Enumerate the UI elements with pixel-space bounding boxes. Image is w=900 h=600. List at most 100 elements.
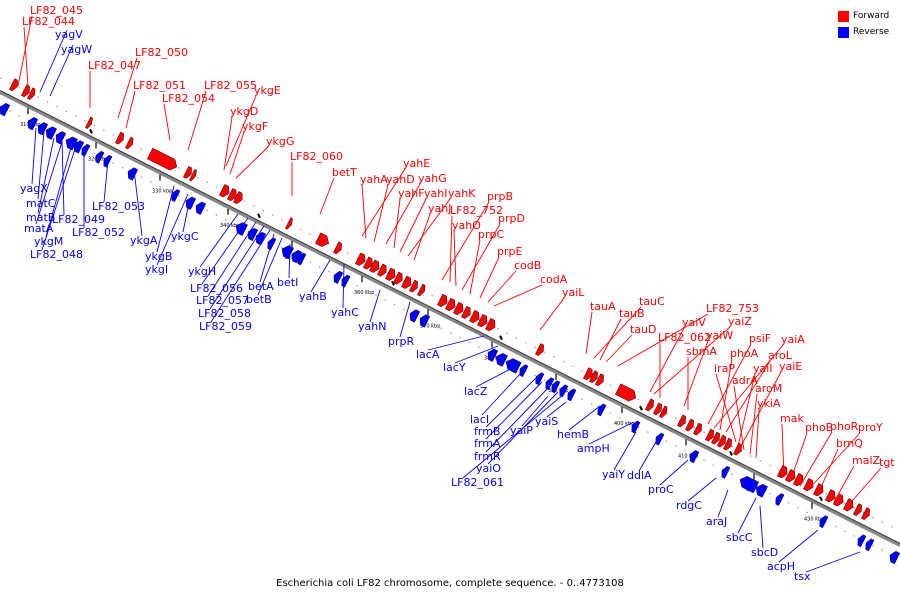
reverse-gene-label[interactable]: hemB xyxy=(557,428,589,441)
reverse-gene-label[interactable]: ampH xyxy=(577,442,610,455)
reverse-gene-label[interactable]: yaiY xyxy=(602,468,625,481)
reverse-gene-label[interactable]: LF82_056 xyxy=(190,282,243,295)
forward-gene-label[interactable]: phoR xyxy=(830,420,859,433)
reverse-gene-label[interactable]: lacZ xyxy=(464,385,488,398)
reverse-gene-label[interactable]: LF82_052 xyxy=(72,226,125,239)
forward-gene-label[interactable]: tauA xyxy=(590,300,616,313)
forward-gene-label[interactable]: LF82_050 xyxy=(135,46,188,59)
reverse-gene-label[interactable]: araJ xyxy=(706,515,727,528)
forward-gene-label[interactable]: tauB xyxy=(619,307,645,320)
forward-gene-arrow[interactable] xyxy=(21,84,32,98)
reverse-gene-arrow[interactable] xyxy=(543,376,555,391)
reverse-gene-arrow[interactable] xyxy=(629,420,641,434)
forward-gene-arrow[interactable] xyxy=(401,275,414,290)
forward-gene-label[interactable]: yahK xyxy=(448,187,476,200)
forward-gene-label[interactable]: prpB xyxy=(487,190,513,203)
reverse-gene-arrow[interactable] xyxy=(855,534,867,548)
forward-gene-label[interactable]: codB xyxy=(514,259,541,272)
forward-gene-arrow[interactable] xyxy=(793,473,806,487)
forward-gene-arrow[interactable] xyxy=(589,370,600,384)
reverse-gene-arrow[interactable] xyxy=(193,200,207,215)
forward-gene-label[interactable]: yaiI xyxy=(753,362,773,375)
forward-gene-label[interactable]: yahE xyxy=(403,157,430,170)
reverse-gene-label[interactable]: LF82_059 xyxy=(199,320,252,333)
reverse-gene-label[interactable]: matB xyxy=(26,211,55,224)
forward-gene-arrow[interactable] xyxy=(9,78,20,92)
forward-gene-label[interactable]: iraP xyxy=(714,362,735,375)
forward-gene-arrow[interactable] xyxy=(377,263,389,278)
forward-gene-arrow[interactable] xyxy=(535,343,546,356)
reverse-gene-arrow[interactable] xyxy=(687,449,700,464)
forward-gene-label[interactable]: LF82_752 xyxy=(450,204,503,217)
forward-gene-arrow[interactable] xyxy=(27,87,37,101)
reverse-gene-arrow[interactable] xyxy=(295,252,307,266)
forward-gene-label[interactable]: psiF xyxy=(749,332,771,345)
reverse-gene-label[interactable]: LF82_048 xyxy=(30,248,83,261)
forward-gene-label[interactable]: LF82_062 xyxy=(658,331,711,344)
reverse-gene-label[interactable]: ykgM xyxy=(34,235,63,248)
forward-gene-arrow[interactable] xyxy=(861,507,872,521)
forward-gene-arrow[interactable] xyxy=(615,383,638,404)
reverse-gene-arrow[interactable] xyxy=(549,379,561,394)
forward-gene-label[interactable]: yahJ xyxy=(428,202,451,215)
reverse-gene-label[interactable]: matC xyxy=(26,197,56,210)
forward-gene-label[interactable]: adrA xyxy=(732,374,758,387)
forward-gene-label[interactable]: LF82_044 xyxy=(22,15,75,28)
forward-gene-label[interactable]: phoB xyxy=(805,421,833,434)
reverse-gene-label[interactable]: ykgA xyxy=(130,234,158,247)
reverse-gene-label[interactable]: ddlA xyxy=(627,469,652,482)
reverse-gene-arrow[interactable] xyxy=(863,538,875,552)
forward-gene-label[interactable]: LF82_060 xyxy=(290,150,343,163)
reverse-gene-arrow[interactable] xyxy=(407,308,421,323)
forward-gene-label[interactable]: yahA xyxy=(360,173,388,186)
forward-gene-arrow[interactable] xyxy=(853,503,864,516)
reverse-gene-arrow[interactable] xyxy=(63,135,78,151)
forward-gene-arrow[interactable] xyxy=(705,428,716,442)
forward-gene-arrow[interactable] xyxy=(333,241,344,255)
reverse-gene-arrow[interactable] xyxy=(53,130,67,145)
forward-gene-label[interactable]: yahF xyxy=(398,187,425,200)
forward-gene-label[interactable]: tauC xyxy=(639,295,665,308)
forward-gene-arrow[interactable] xyxy=(833,493,846,507)
reverse-gene-label[interactable]: prpR xyxy=(388,335,414,348)
forward-gene-label[interactable]: yahD xyxy=(386,173,415,186)
forward-gene-arrow[interactable] xyxy=(315,232,331,249)
forward-gene-arrow[interactable] xyxy=(645,398,656,412)
reverse-gene-arrow[interactable] xyxy=(565,388,577,402)
forward-gene-label[interactable]: brnQ xyxy=(836,437,863,450)
forward-gene-arrow[interactable] xyxy=(677,414,688,428)
forward-gene-arrow[interactable] xyxy=(183,165,194,179)
reverse-gene-arrow[interactable] xyxy=(71,139,85,154)
reverse-gene-label[interactable]: yahC xyxy=(331,306,359,319)
forward-gene-arrow[interactable] xyxy=(723,437,734,451)
reverse-gene-arrow[interactable] xyxy=(817,514,829,529)
reverse-gene-arrow[interactable] xyxy=(653,432,665,446)
reverse-gene-arrow[interactable] xyxy=(93,150,105,164)
forward-gene-arrow[interactable] xyxy=(485,317,498,332)
forward-gene-label[interactable]: LF82_055 xyxy=(204,79,257,92)
forward-gene-label[interactable]: yaiA xyxy=(781,333,805,346)
reverse-gene-label[interactable]: LF82_061 xyxy=(451,476,504,489)
reverse-gene-arrow[interactable] xyxy=(289,249,303,264)
reverse-gene-label[interactable]: ykgC xyxy=(171,230,199,243)
forward-gene-arrow[interactable] xyxy=(285,217,294,231)
forward-gene-arrow[interactable] xyxy=(477,313,490,328)
forward-gene-label[interactable]: yahI xyxy=(424,187,447,200)
reverse-gene-label[interactable]: betA xyxy=(248,280,274,293)
forward-gene-arrow[interactable] xyxy=(219,184,232,198)
forward-gene-label[interactable]: yaiV xyxy=(682,316,706,329)
forward-gene-label[interactable]: ykgD xyxy=(230,105,258,118)
forward-gene-arrow[interactable] xyxy=(843,498,856,512)
forward-gene-label[interactable]: LF82_753 xyxy=(706,302,759,315)
reverse-gene-label[interactable]: LF82_057 xyxy=(196,294,249,307)
reverse-gene-label[interactable]: yaiO xyxy=(476,462,501,475)
reverse-gene-arrow[interactable] xyxy=(737,474,760,494)
reverse-gene-arrow[interactable] xyxy=(719,465,731,479)
forward-gene-label[interactable]: tgt xyxy=(879,456,895,469)
forward-gene-arrow[interactable] xyxy=(437,293,450,308)
forward-gene-arrow[interactable] xyxy=(189,169,198,182)
reverse-gene-label[interactable]: ykgI xyxy=(145,263,168,276)
forward-gene-label[interactable]: LF82_051 xyxy=(133,79,186,92)
reverse-gene-label[interactable]: lacA xyxy=(416,348,440,361)
reverse-gene-label[interactable]: yagW xyxy=(61,43,92,56)
